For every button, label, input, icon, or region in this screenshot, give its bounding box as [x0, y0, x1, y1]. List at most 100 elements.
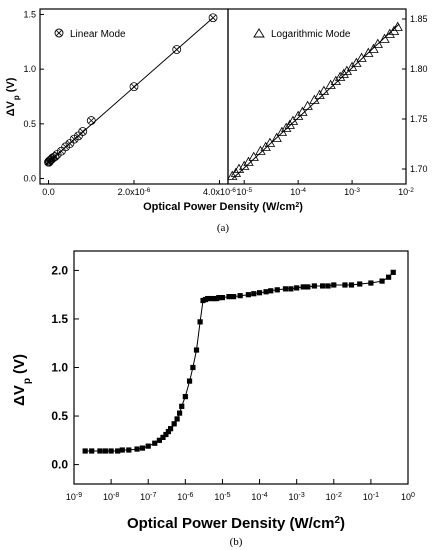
panel-b-data-point: [160, 434, 166, 440]
log-y-tick-label: 1.75: [410, 114, 428, 124]
panel-b-marks: [82, 269, 396, 454]
panel-b-data-point: [357, 281, 363, 287]
panel-b-data-point: [237, 293, 243, 299]
legend-log: Logarithmic Mode: [253, 28, 351, 40]
log-data-point: [297, 106, 308, 116]
legend-linear-label: Linear Mode: [70, 29, 126, 40]
panel-b-y-tick-label: 1.5: [51, 312, 68, 326]
panel-b-data-point: [156, 437, 162, 443]
panel-b-x-tick-label: 10-5: [214, 492, 230, 503]
log-fit-line: [231, 23, 400, 180]
linear-x-tick-label: 4.0x10-6: [203, 187, 236, 198]
linear-data-point: [86, 116, 96, 125]
log-data-point: [281, 122, 292, 132]
panel-b-data-point: [379, 278, 385, 284]
log-data-point: [372, 38, 383, 48]
panel-b-data-point: [134, 446, 140, 452]
linear-point-x2: [79, 128, 86, 135]
panel-b-data-point: [226, 294, 232, 300]
linear-y-tick-label: 1.0: [23, 64, 36, 74]
log-data-point: [379, 33, 390, 43]
panel-b-data-point: [89, 448, 95, 454]
log-y-tick-label: 1.70: [410, 164, 428, 174]
panel-b-caption: (b): [230, 536, 243, 548]
panel-b-data-point: [282, 286, 289, 292]
panel-a-log-frame: [227, 8, 407, 185]
legend-log-label: Logarithmic Mode: [271, 29, 351, 40]
panel-b-y-tick-label: 1.0: [51, 361, 68, 375]
panel-b-data-point: [385, 274, 392, 280]
panel-b-data-point: [216, 295, 222, 301]
linear-data-point: [172, 45, 182, 54]
log-data-point: [243, 156, 254, 166]
panel-b-data-point: [305, 284, 311, 290]
panel-b-data-point: [152, 440, 158, 446]
panel-b-data-point: [274, 287, 280, 293]
panel-b-data-point: [208, 295, 214, 302]
panel-b-data-point: [348, 282, 355, 288]
linear-point-circle: [78, 127, 88, 136]
legend-linear: Linear Mode: [54, 28, 126, 40]
legend-linear-marker-x2: [55, 29, 63, 37]
log-x-tick-label: 10-4: [290, 187, 306, 198]
log-data-point: [271, 132, 282, 142]
panel-b-data-point: [174, 416, 180, 422]
linear-data-point: [208, 13, 218, 23]
log-y-tick-label: 1.80: [410, 64, 428, 74]
panel-b-data-point: [390, 269, 396, 275]
panel-a-marks: [44, 13, 403, 180]
legend-linear-marker: [54, 28, 64, 38]
panel-b-data-point: [119, 447, 125, 453]
log-data-point: [368, 43, 379, 53]
log-data-point: [338, 68, 349, 78]
panel-b-x-tick-label: 100: [401, 492, 415, 503]
panel-b-x-tick-label: 10-2: [326, 492, 342, 503]
panel-b-data-point: [186, 378, 193, 384]
panel-b-y-tick-label: 2.0: [51, 263, 68, 277]
panel-b-data-point: [197, 319, 203, 325]
panel-b-data-point: [219, 295, 226, 301]
linear-x-tick-label: 0.0: [42, 187, 55, 197]
panel-b-data-point: [163, 431, 169, 438]
log-data-point: [248, 151, 259, 161]
panel-b-data-point: [251, 291, 257, 297]
panel-b-data-point: [245, 292, 251, 298]
panel-b-data-point: [126, 447, 132, 453]
panel-a-y-axis-label: ΔVp(V): [5, 77, 21, 116]
log-data-point: [227, 170, 238, 180]
panel-b-data-point: [108, 448, 114, 454]
panel-b-data-point: [82, 448, 88, 454]
panel-a-axes: 0.0 2.0x10-6 4.0x10-6 0.0 0.5 1.0 1.5 10-5 10-4 1…: [23, 9, 427, 197]
panel-b-data-point: [320, 283, 326, 289]
linear-point-circle: [208, 13, 218, 23]
legend-log-marker: [253, 28, 265, 38]
panel-b-y-axis-label: ΔVp(V): [11, 354, 33, 406]
linear-data-point: [129, 82, 139, 92]
panel-b-data-point: [139, 445, 146, 451]
panel-b-x-tick-label: 10-8: [103, 492, 119, 503]
panel-b-data-point: [256, 290, 263, 296]
log-data-point: [302, 100, 313, 110]
panel-b-data-point: [167, 426, 174, 432]
panel-b-x-tick-label: 10-3: [289, 492, 305, 503]
linear-y-tick-label: 0.0: [23, 174, 36, 184]
panel-b-data-point: [97, 448, 103, 454]
panel-b-x-tick-label: 10-4: [251, 492, 267, 503]
log-data-point: [351, 57, 362, 67]
linear-y-tick-label: 0.5: [23, 119, 36, 129]
linear-point-x2: [209, 14, 217, 21]
panel-b-axes: 10-9 10-8 10-7 10-6 10-5 10-4 10-3 10-2 10-1 100 0…: [51, 263, 415, 502]
log-data-point: [318, 85, 330, 95]
panel-b-data-point: [231, 294, 237, 300]
panel-b-data-point: [193, 347, 200, 353]
panel-b-data-point: [165, 428, 172, 435]
linear-y-tick-label: 1.5: [23, 9, 36, 19]
panel-b-data-point: [205, 295, 211, 302]
panel-b-data-point: [179, 403, 185, 409]
panel-b-x-axis-label: Optical Power Density (W/cm2): [127, 515, 345, 533]
log-data-point: [233, 163, 245, 173]
panel-b-data-point: [288, 286, 294, 292]
log-x-tick-label: 10-3: [344, 187, 360, 198]
panel-b-data-point: [342, 282, 348, 288]
